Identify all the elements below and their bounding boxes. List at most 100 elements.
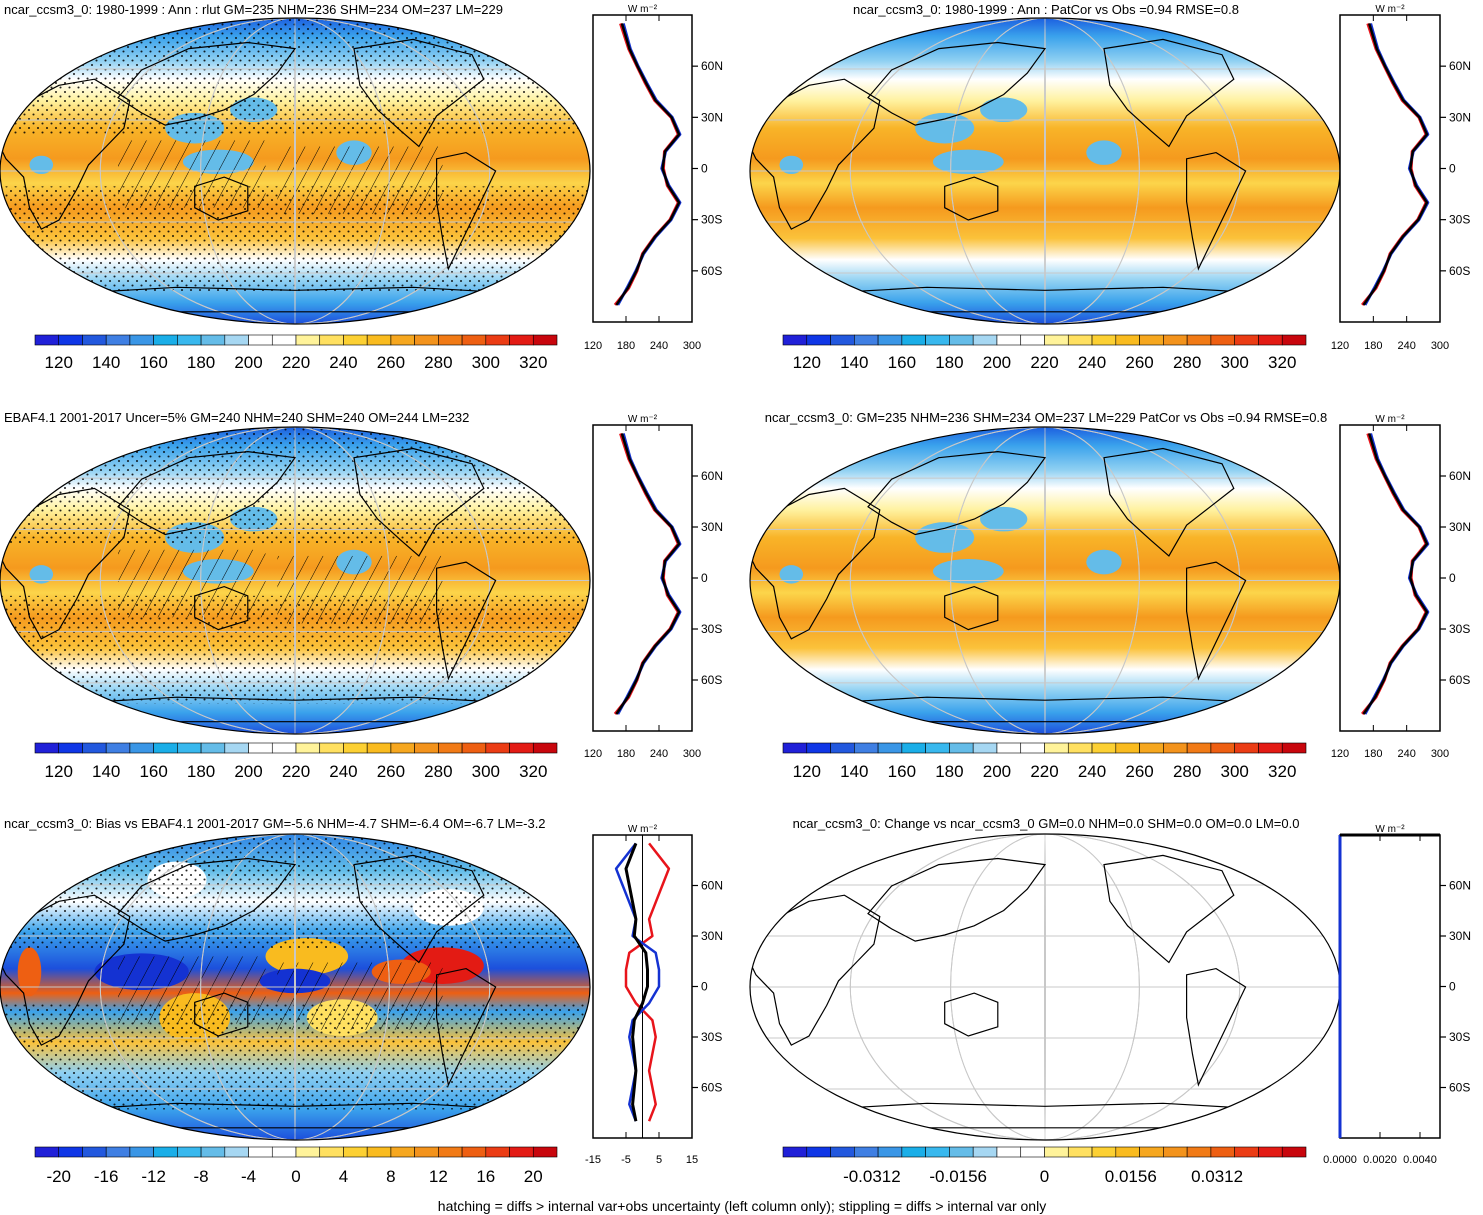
colorbar-swatch — [58, 742, 83, 754]
colorbar-swatch — [925, 334, 950, 346]
colorbar-swatch — [1281, 742, 1307, 754]
zonal-lat-label: 0 — [701, 980, 708, 994]
coastline — [1186, 967, 1247, 1087]
colorbar-swatch — [390, 334, 415, 346]
colorbar-swatch — [271, 742, 297, 754]
colorbar-swatch — [153, 742, 178, 754]
zonal-x-label: 300 — [1431, 748, 1449, 760]
zonal-x-label: -15 — [585, 1154, 601, 1166]
colorbar-label: 200 — [983, 353, 1011, 372]
colorbar-swatch — [901, 1146, 926, 1158]
zonal-x-label: 180 — [1364, 748, 1382, 760]
colorbar-swatch — [1067, 1146, 1093, 1158]
colorbar-swatch — [34, 1146, 60, 1158]
zonal-lat-label: 60N — [1449, 469, 1471, 483]
colorbar-label: 0 — [1040, 1167, 1049, 1186]
colorbar-swatch — [972, 334, 998, 346]
panel-2: ncar_ccsm3_0: 1980-1999 : Ann : PatCor v… — [749, 2, 1471, 372]
zonal-model-line — [624, 842, 671, 1122]
colorbar-swatch — [949, 334, 974, 346]
colorbar-label: 160 — [139, 762, 167, 781]
colorbar-swatch — [461, 742, 487, 754]
coastline — [867, 41, 1047, 126]
colorbar-label: 180 — [187, 353, 215, 372]
colorbar-swatch — [854, 334, 879, 346]
colorbar-label: 12 — [429, 1167, 448, 1186]
colorbar-swatch — [390, 1146, 415, 1158]
colorbar: 120 140 160 180 200 220 240 260 280 300 320 — [782, 742, 1307, 781]
panel-title: ncar_ccsm3_0: 1980-1999 : Ann : rlut GM=… — [4, 2, 503, 17]
colorbar-label: 0 — [291, 1167, 300, 1186]
colorbar-label: 200 — [234, 353, 262, 372]
zonal-lat-label: 0 — [1449, 980, 1456, 994]
colorbar-swatch — [58, 1146, 83, 1158]
colorbar-swatch — [34, 742, 60, 754]
zonal-x-label: 180 — [617, 748, 635, 760]
zonal-x-label: -5 — [621, 1154, 631, 1166]
zonal-unit: W m⁻² — [628, 824, 658, 835]
zonal-mean-plot: W m⁻² 60N 30N 0 30S 60S 120 180 240 300 — [584, 414, 723, 760]
colorbar-swatch — [1044, 742, 1069, 754]
zonal-x-label: 15 — [686, 1154, 698, 1166]
coastline — [194, 992, 249, 1037]
colorbar-label: 240 — [329, 762, 357, 781]
colorbar-label: 320 — [519, 353, 547, 372]
colorbar-swatch — [390, 742, 415, 754]
colorbar-swatch — [1020, 334, 1045, 346]
colorbar-swatch — [925, 742, 950, 754]
colorbar-swatch — [830, 1146, 855, 1158]
colorbar-swatch — [200, 1146, 226, 1158]
colorbar-label: 260 — [1125, 762, 1153, 781]
colorbar-label: 220 — [282, 762, 310, 781]
coastline — [944, 176, 999, 221]
coastline — [1103, 447, 1235, 557]
coastline — [117, 857, 297, 942]
colorbar-swatch — [485, 1146, 510, 1158]
colorbar-swatch — [295, 1146, 321, 1158]
colorbar-swatch — [996, 334, 1022, 346]
coastline — [944, 992, 999, 1037]
colorbar-swatch — [854, 1146, 879, 1158]
zonal-lat-label: 60N — [701, 469, 723, 483]
zonal-x-label: 0.0040 — [1403, 1154, 1437, 1166]
coastline — [867, 857, 1047, 942]
zonal-x-label: 240 — [1397, 748, 1415, 760]
colorbar-swatch — [295, 334, 321, 346]
colorbar-swatch — [438, 742, 463, 754]
zonal-lat-label: 60N — [1449, 59, 1471, 73]
colorbar-swatch — [1258, 742, 1283, 754]
zonal-unit: W m⁻² — [1375, 824, 1405, 835]
zonal-x-label: 0.0000 — [1323, 1154, 1357, 1166]
colorbar-label: 260 — [1125, 353, 1153, 372]
colorbar-swatch — [82, 742, 107, 754]
colorbar-swatch — [105, 334, 131, 346]
colorbar-swatch — [509, 742, 534, 754]
map-field — [750, 18, 1340, 324]
coastline — [867, 450, 1047, 536]
colorbar-swatch — [1258, 334, 1283, 346]
colorbar-swatch — [461, 1146, 487, 1158]
colorbar-label: 120 — [45, 762, 73, 781]
colorbar-swatch — [782, 742, 808, 754]
colorbar-swatch — [877, 742, 903, 754]
colorbar-label: 300 — [1220, 353, 1248, 372]
panel-6: ncar_ccsm3_0: Change vs ncar_ccsm3_0 GM=… — [749, 816, 1471, 1186]
zonal-lat-label: 60S — [1449, 1081, 1470, 1095]
colorbar-swatch — [1186, 334, 1212, 346]
colorbar-swatch — [343, 1146, 368, 1158]
colorbar-swatch — [224, 1146, 249, 1158]
colorbar-swatch — [1210, 1146, 1235, 1158]
colorbar-swatch — [366, 742, 392, 754]
colorbar-swatch — [1020, 1146, 1045, 1158]
colorbar-label: 140 — [840, 353, 868, 372]
colorbar-label: 180 — [935, 762, 963, 781]
zonal-mean-plot: W m⁻² 60N 30N 0 30S 60S 0.0000 0.0020 0.0040 — [1323, 824, 1471, 1166]
zonal-lat-label: 60S — [1449, 673, 1470, 687]
colorbar-label: -8 — [194, 1167, 209, 1186]
colorbar-swatch — [1067, 334, 1093, 346]
colorbar-label: 300 — [472, 353, 500, 372]
colorbar-swatch — [248, 742, 273, 754]
map-field — [750, 834, 1340, 1140]
colorbar-swatch — [925, 1146, 950, 1158]
colorbar-swatch — [366, 1146, 392, 1158]
